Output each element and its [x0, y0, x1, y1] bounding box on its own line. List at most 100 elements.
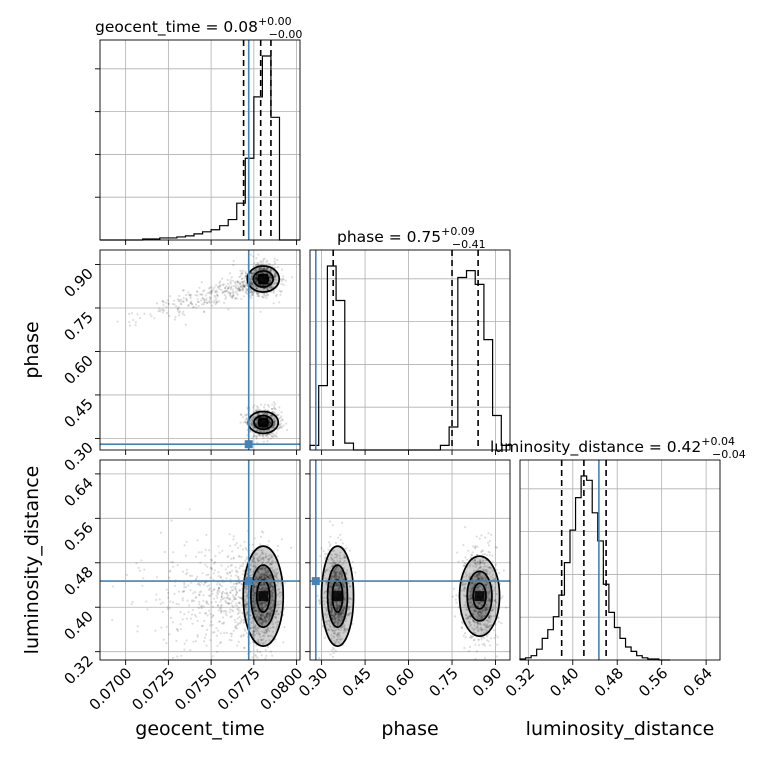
sample-point: [261, 267, 264, 270]
sample-point: [252, 255, 255, 258]
sample-point: [214, 303, 217, 306]
sample-point: [271, 559, 274, 562]
sample-point: [241, 277, 244, 280]
sample-point: [272, 588, 275, 591]
sample-point: [254, 277, 257, 280]
sample-point: [273, 274, 276, 277]
sample-point: [260, 271, 263, 274]
sample-point: [267, 614, 271, 617]
sample-point: [264, 588, 268, 591]
sample-point: [266, 627, 269, 630]
sample-point: [265, 260, 268, 263]
sample-point: [228, 272, 232, 275]
panel-frame: [519, 459, 721, 661]
sample-point: [268, 276, 271, 279]
sample-point: [266, 259, 269, 262]
sample-point: [262, 429, 266, 432]
sample-point: [274, 615, 277, 618]
sample-point: [239, 286, 242, 289]
sample-point: [261, 623, 264, 626]
sample-point: [249, 281, 252, 284]
sample-point: [235, 292, 238, 295]
sample-point: [277, 593, 280, 596]
sample-point: [261, 272, 264, 275]
contour-mid: [252, 270, 275, 288]
sample-point: [268, 274, 271, 277]
sample-point: [260, 587, 264, 590]
sample-point: [157, 310, 160, 313]
sample-point: [269, 574, 272, 578]
sample-point: [225, 285, 228, 288]
sample-point: [265, 268, 269, 271]
sample-point: [196, 583, 199, 586]
sample-point: [487, 544, 491, 547]
sample-point: [264, 433, 267, 436]
sample-point: [252, 632, 255, 635]
sample-point: [263, 588, 266, 591]
sample-point: [238, 288, 241, 291]
sample-point: [225, 614, 228, 617]
contour-mid: [253, 414, 274, 431]
sample-point: [260, 577, 263, 580]
sample-point: [241, 565, 244, 568]
sample-point: [238, 288, 241, 291]
sample-point: [217, 588, 220, 591]
sample-point: [253, 290, 256, 293]
sample-point: [271, 592, 274, 596]
sample-point: [231, 594, 234, 597]
sample-point: [195, 303, 198, 306]
sample-point: [275, 625, 279, 628]
sample-point: [259, 642, 262, 645]
sample-point: [260, 607, 263, 610]
sample-point: [181, 300, 184, 303]
sample-point: [198, 286, 201, 289]
sample-point: [261, 585, 264, 588]
sample-point: [250, 275, 253, 278]
sample-point: [237, 596, 240, 599]
sample-point: [461, 559, 464, 563]
sample-point: [205, 297, 208, 300]
sample-point: [231, 550, 234, 553]
sample-point: [220, 595, 223, 598]
sample-point: [261, 604, 264, 607]
sample-point: [261, 434, 265, 438]
sample-point: [262, 638, 265, 641]
sample-point: [253, 592, 257, 595]
sample-point: [226, 594, 230, 597]
sample-point: [212, 597, 215, 600]
sample-point: [249, 568, 252, 571]
sample-point: [260, 574, 263, 577]
sample-point: [258, 268, 261, 271]
sample-point: [210, 567, 213, 570]
sample-point: [260, 639, 263, 642]
sample-point: [267, 575, 270, 579]
sample-point: [208, 587, 212, 590]
sample-point: [236, 612, 239, 615]
sample-point: [257, 572, 260, 575]
sample-point: [267, 540, 270, 543]
sample-point: [239, 283, 242, 286]
sample-point: [282, 278, 285, 281]
sample-point: [275, 611, 278, 614]
sample-point: [262, 559, 265, 562]
sample-point: [259, 268, 262, 271]
sample-point: [267, 294, 270, 297]
sample-point: [264, 573, 267, 576]
sample-point: [269, 650, 273, 653]
sample-point: [475, 650, 478, 653]
sample-point: [266, 440, 269, 443]
sample-point: [256, 261, 259, 264]
sample-point: [256, 627, 259, 630]
sample-point: [183, 589, 186, 593]
sample-point: [251, 600, 254, 603]
sample-point: [203, 301, 206, 304]
sample-point: [262, 412, 265, 415]
sample-point: [249, 280, 253, 283]
sample-point: [252, 435, 255, 438]
sample-point: [341, 521, 344, 524]
sample-point: [463, 632, 467, 635]
sample-point: [218, 620, 221, 623]
sample-point: [232, 585, 235, 588]
sample-point: [261, 552, 264, 555]
sample-point: [168, 633, 171, 636]
